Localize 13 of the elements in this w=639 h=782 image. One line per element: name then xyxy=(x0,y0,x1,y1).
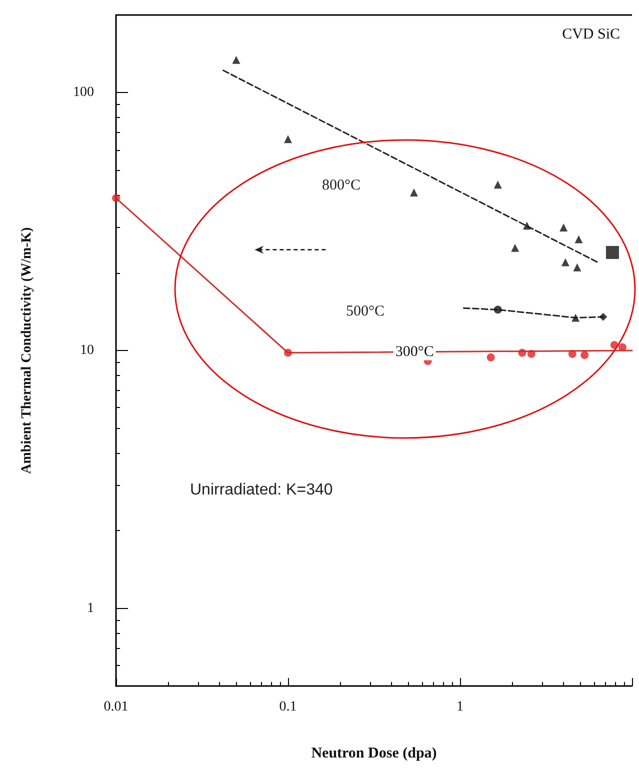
x-axis-title: Neutron Dose (dpa) xyxy=(311,746,437,762)
x-tick-label: 0.1 xyxy=(279,700,297,714)
y-tick-label: 10 xyxy=(80,343,94,358)
annotation: 800°C xyxy=(322,178,361,194)
annotation: Unirradiated: K=340 xyxy=(190,482,333,498)
text: CVD SiC xyxy=(562,26,620,42)
y-axis-title: Ambient Thermal Conductivity (W/m-K) xyxy=(20,226,34,474)
y-tick-label: 1 xyxy=(87,600,94,616)
y-tick-label: 100 xyxy=(73,85,94,100)
annotation: 300°C xyxy=(395,344,434,360)
x-tick-label: 1 xyxy=(456,700,464,714)
annotation: 500°C xyxy=(346,304,385,320)
x-tick-label: 0.01 xyxy=(104,700,128,714)
